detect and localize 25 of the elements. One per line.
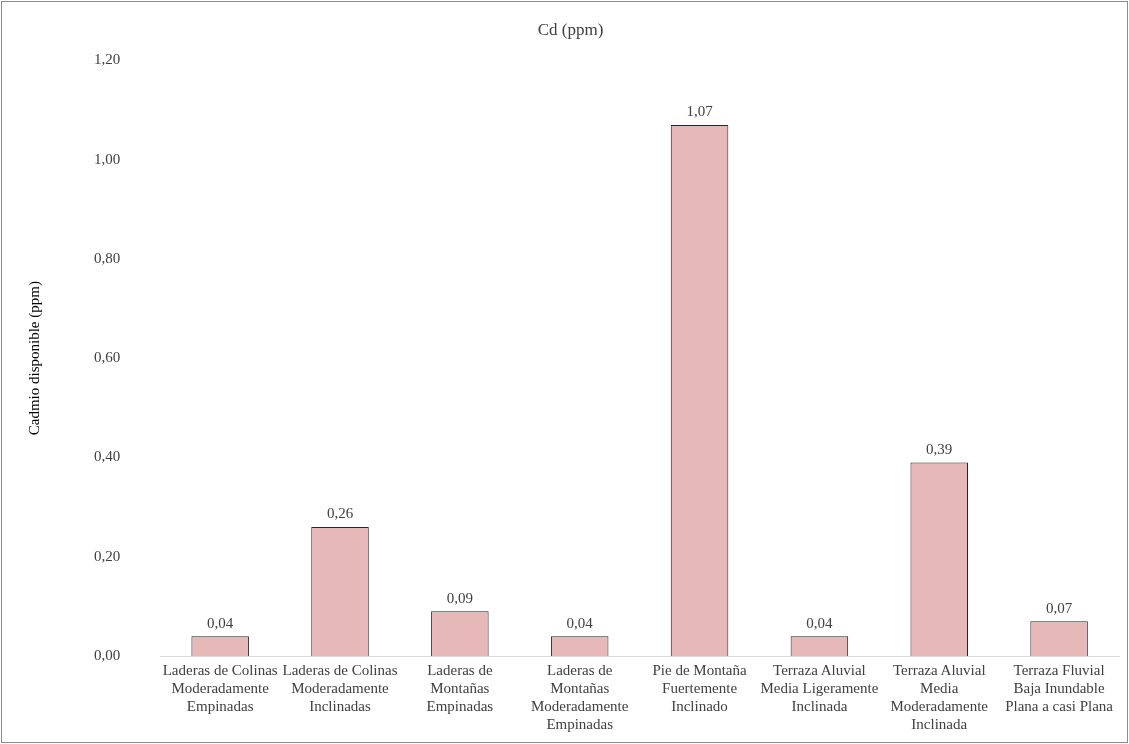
x-tick-label: Laderas de Montañas Empinadas [426,661,494,714]
y-tick-label: 1,20 [94,51,121,68]
y-tick-label: 1,00 [94,150,121,167]
y-tick-label: 0,60 [94,349,121,366]
x-tick-label: Laderas de Colinas Moderadamente Empinadas [162,661,278,714]
data-label: 0,04 [207,614,234,631]
x-tick-label: Laderas de Colinas Moderadamente Inclinadas [282,661,398,714]
data-label: 1,07 [686,103,714,120]
data-label: 0,39 [926,440,953,457]
y-tick-label: 0,80 [94,249,121,266]
data-label: 0,26 [326,505,354,522]
data-label: 0,09 [446,589,473,606]
chart-title: Cd (ppm) [537,19,604,39]
y-tick-label: 0,20 [94,547,121,564]
x-tick-label: Terraza Aluvial Media Ligeramente Inclinada [760,661,879,714]
data-label: 0,04 [566,614,594,631]
data-label: 0,07 [1045,599,1073,616]
x-tick-label: Laderas de Montañas Moderadamente Empinadas [530,661,629,732]
y-axis-title: Cadmio disponible (ppm) [25,281,43,436]
y-tick-label: 0,00 [94,646,121,663]
y-tick-label: 0,40 [94,448,121,465]
x-tick-label: Terraza Fluvial Baja Inundable Plana a casi Plana [1005,661,1114,714]
x-tick-label: Terraza Aluvial Media Moderadamente Inclinada [890,661,989,732]
data-label: 0,04 [806,614,834,631]
x-tick-label: Pie de Montaña Fuertemente Inclinado [652,661,747,714]
